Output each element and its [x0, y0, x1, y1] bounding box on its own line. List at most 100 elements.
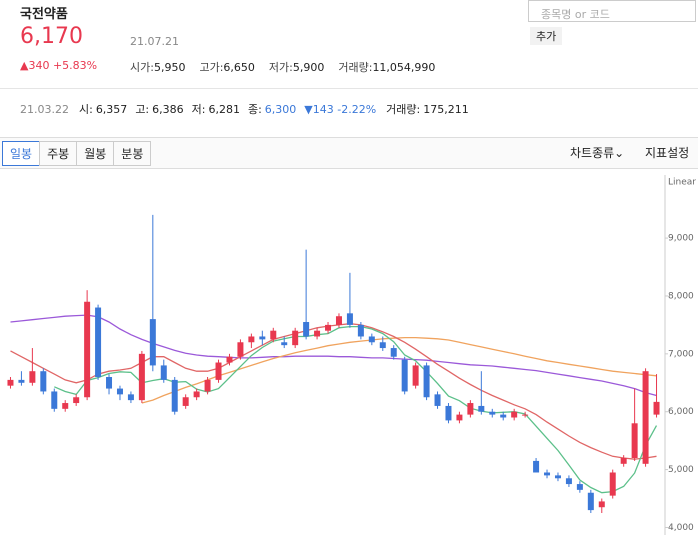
daily-value: 6,386: [152, 103, 184, 116]
daily-label: 종:: [247, 103, 262, 116]
stat-value: 11,054,990: [372, 61, 436, 74]
candle-body: [40, 371, 47, 392]
candle-body: [29, 371, 36, 383]
candle-body: [171, 379, 178, 412]
candle-body: [127, 394, 134, 401]
candle-body: [653, 401, 660, 415]
y-tick-label: 6,000: [668, 407, 694, 417]
candle-body: [182, 397, 189, 406]
y-tick-label: 9,000: [668, 234, 694, 244]
period-tabs: 일봉 주봉 월봉 분봉: [2, 141, 152, 166]
candle-body: [401, 359, 408, 392]
menu-label: 차트종류: [570, 146, 615, 160]
candle-body: [204, 379, 211, 392]
daily-value: 6,357: [95, 103, 128, 116]
stat-value: 5,950: [153, 61, 186, 74]
candle-body: [259, 336, 266, 340]
moving-average: [10, 314, 657, 397]
candle-body: [149, 319, 156, 366]
stock-name: 국전약품: [20, 7, 68, 22]
stat-label: 시가:: [130, 61, 154, 74]
moving-average: [141, 336, 657, 404]
daily-value: 175,211: [423, 103, 469, 116]
chart-type-menu[interactable]: 차트종류⌄: [570, 146, 625, 160]
candle-body: [620, 458, 627, 464]
period-tab[interactable]: 분봉: [113, 141, 152, 166]
indicator-menu[interactable]: 지표설정: [645, 146, 690, 160]
candle-body: [544, 472, 551, 476]
candle-body: [609, 472, 616, 496]
stats: 시가:5,950 고가:6,650 저가:5,900 거래량:11,054,990: [130, 59, 449, 75]
daily-value: 6,281: [208, 103, 240, 116]
candle-body: [7, 379, 14, 386]
candle-body: [303, 322, 310, 337]
candle-body: [576, 484, 583, 490]
candle-body: [554, 475, 561, 479]
daily-label: 저:: [191, 103, 206, 116]
search-input[interactable]: 종목명 or 코드: [528, 0, 696, 22]
candle-body: [270, 330, 277, 340]
candle-body: [226, 356, 233, 363]
stat-label: 고가:: [199, 61, 224, 74]
candle-body: [95, 307, 102, 377]
candle-body: [379, 342, 386, 349]
y-tick-label: 8,000: [668, 291, 694, 301]
candle-body: [412, 365, 419, 386]
candle-body: [587, 492, 594, 511]
daily-change: ▼143 -2.22%: [304, 103, 377, 116]
candle-body: [292, 330, 299, 346]
candle-body: [456, 414, 463, 421]
candle-body: [138, 353, 145, 401]
candle-body: [598, 501, 605, 508]
candle-body: [237, 342, 244, 357]
divider: [0, 88, 698, 89]
candle-body: [281, 342, 288, 346]
candle-body: [335, 316, 342, 325]
candle-body: [500, 414, 507, 418]
candle-body: [160, 365, 167, 380]
period-tab[interactable]: 일봉: [2, 141, 41, 166]
daily-date: 21.03.22: [20, 103, 69, 116]
stat-label: 거래량:: [338, 61, 373, 74]
candle-body: [357, 324, 364, 337]
candle-body: [51, 391, 58, 409]
candle-body: [467, 403, 474, 415]
date: 21.07.21: [130, 35, 179, 48]
candle-body: [390, 348, 397, 357]
candle-body: [18, 379, 25, 383]
stat-value: 6,650: [223, 61, 255, 74]
candle-body: [533, 460, 540, 473]
candle-body: [511, 411, 518, 418]
candle-body: [445, 405, 452, 421]
candle-body: [346, 313, 353, 325]
moving-average: [10, 323, 657, 460]
add-button[interactable]: 추가: [530, 27, 563, 45]
candle-body: [325, 324, 332, 331]
toolbar: 일봉 주봉 월봉 분봉 차트종류⌄ 지표설정: [0, 137, 698, 169]
candle-body: [215, 362, 222, 380]
candle-body: [522, 414, 529, 416]
candle-body: [106, 376, 113, 389]
candle-body: [193, 391, 200, 398]
daily-label: 거래량:: [386, 103, 421, 116]
daily-label: 고:: [135, 103, 150, 116]
candle-body: [423, 365, 430, 398]
candle-body: [631, 423, 638, 459]
y-tick-label: 5,000: [668, 465, 694, 475]
daily-label: 시:: [78, 103, 93, 116]
candle-body: [565, 478, 572, 485]
candle-body: [368, 336, 375, 343]
daily-value: 6,300: [264, 103, 297, 116]
candle-body: [73, 397, 80, 404]
change: ▲340 +5.83%: [20, 59, 98, 72]
stat-value: 5,900: [292, 61, 325, 74]
candle-body: [642, 371, 649, 464]
candle-body: [62, 403, 69, 409]
candle-body: [314, 330, 321, 337]
stat-label: 저가:: [268, 61, 293, 74]
y-tick-label: 7,000: [668, 349, 694, 359]
candle-body: [489, 411, 496, 415]
candle-body: [478, 405, 485, 412]
candle-body: [84, 301, 91, 398]
